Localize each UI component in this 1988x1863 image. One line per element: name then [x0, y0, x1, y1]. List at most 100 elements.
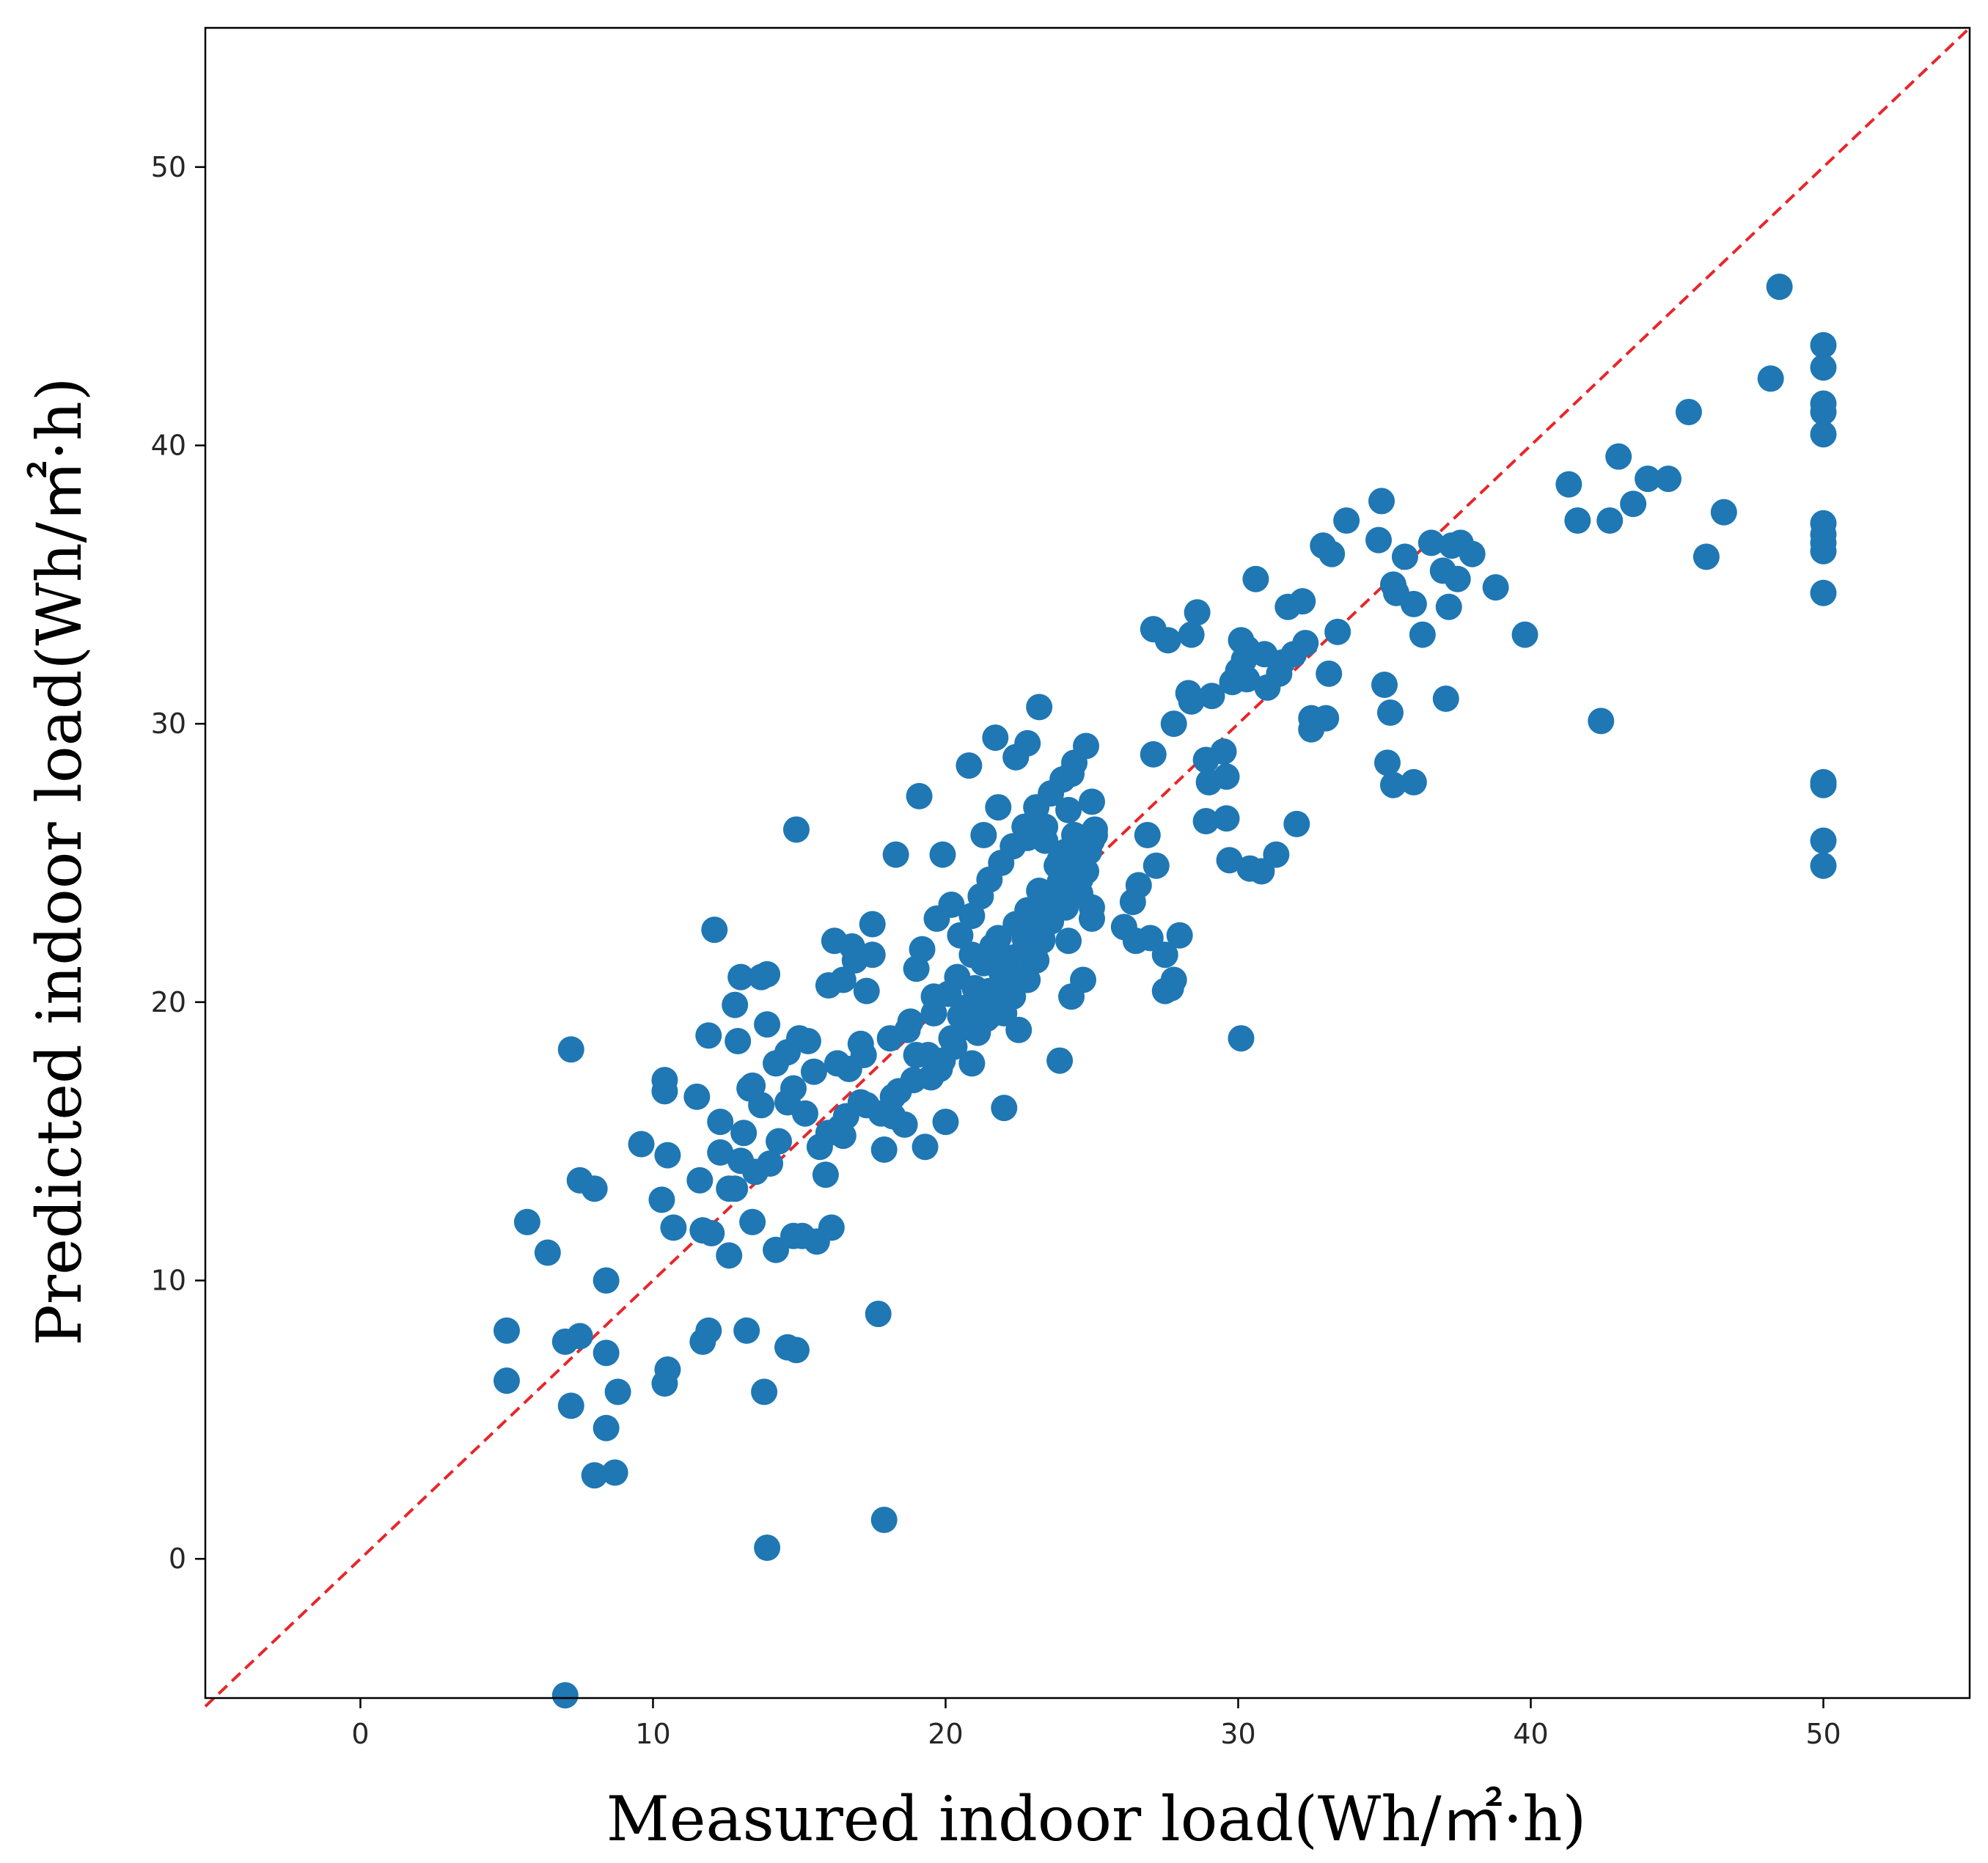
data-point — [1046, 1047, 1074, 1074]
data-point — [1078, 894, 1105, 921]
data-point — [601, 1459, 628, 1486]
data-point — [493, 1367, 520, 1395]
data-point — [604, 1378, 631, 1405]
data-point — [763, 1050, 790, 1077]
y-tick-label: 0 — [169, 1543, 186, 1575]
data-point — [1032, 827, 1059, 854]
data-point — [973, 1005, 1000, 1032]
data-point — [534, 1239, 561, 1266]
data-point — [1213, 805, 1240, 832]
data-point — [920, 1000, 947, 1027]
x-tick-label: 50 — [1805, 1718, 1841, 1750]
data-point — [912, 1133, 939, 1161]
data-point — [593, 1414, 620, 1441]
data-point — [1233, 666, 1261, 693]
x-tick-label: 10 — [635, 1718, 670, 1750]
data-point — [1081, 822, 1108, 849]
data-point — [1810, 421, 1837, 448]
data-point — [1757, 365, 1784, 392]
data-point — [947, 922, 974, 949]
data-point — [847, 1089, 874, 1116]
y-tick-label: 20 — [151, 986, 186, 1018]
data-points — [493, 273, 1837, 1709]
data-point — [1400, 590, 1427, 617]
y-axis-label: Predicted indoor load(Wh/㎡·h) — [23, 377, 95, 1345]
data-point — [970, 822, 997, 849]
data-point — [1635, 466, 1662, 493]
data-point — [727, 1147, 755, 1175]
data-point — [1274, 593, 1302, 620]
data-point — [1400, 768, 1427, 795]
data-point — [557, 1036, 584, 1063]
data-point — [1198, 683, 1225, 710]
data-point — [695, 1317, 722, 1344]
x-axis-label: Measured indoor load(Wh/㎡·h) — [606, 1783, 1586, 1855]
data-point — [1157, 974, 1184, 1002]
data-point — [698, 1219, 725, 1246]
data-point — [1417, 529, 1445, 556]
data-point — [1376, 699, 1404, 726]
data-point — [751, 1378, 778, 1405]
data-point — [557, 1392, 584, 1419]
data-point — [850, 1041, 877, 1068]
data-point — [686, 1166, 714, 1194]
data-point — [982, 724, 1009, 752]
data-point — [870, 1507, 898, 1534]
data-point — [1002, 743, 1030, 771]
data-point — [782, 1337, 810, 1364]
data-point — [1511, 621, 1538, 648]
data-point — [1178, 621, 1205, 648]
data-point — [1324, 618, 1351, 645]
data-point — [739, 1208, 766, 1235]
data-point — [707, 1139, 734, 1166]
data-point — [958, 1050, 986, 1077]
data-point — [1178, 688, 1205, 715]
data-point — [794, 1027, 821, 1054]
data-point — [1371, 672, 1398, 699]
data-point — [1766, 273, 1793, 301]
data-point — [812, 1161, 839, 1188]
data-point — [1365, 526, 1393, 554]
data-point — [701, 916, 728, 944]
data-point — [938, 891, 965, 918]
data-point — [879, 1083, 906, 1110]
data-point — [730, 1120, 758, 1147]
data-point — [859, 911, 886, 938]
data-point — [1195, 768, 1222, 795]
data-point — [1055, 796, 1082, 823]
data-point — [1140, 741, 1167, 768]
data-point — [1444, 565, 1471, 592]
data-point — [1292, 630, 1319, 657]
data-point — [1151, 941, 1178, 969]
data-point — [513, 1208, 540, 1235]
data-point — [716, 1242, 743, 1269]
data-point — [1298, 705, 1325, 732]
data-point — [1379, 771, 1406, 798]
data-point — [841, 947, 868, 974]
y-tick-label: 40 — [151, 430, 186, 462]
data-point — [903, 1041, 930, 1068]
x-tick-label: 30 — [1220, 1718, 1255, 1750]
data-point — [593, 1267, 620, 1294]
data-point — [651, 1067, 678, 1094]
data-point — [766, 1128, 793, 1155]
data-point — [1596, 507, 1624, 534]
data-point — [493, 1317, 520, 1344]
data-point — [1216, 847, 1243, 874]
data-point — [938, 1025, 965, 1052]
data-point — [1005, 1016, 1032, 1043]
data-point — [853, 977, 880, 1004]
y-tick-label: 30 — [151, 708, 186, 740]
x-tick-label: 0 — [351, 1718, 369, 1750]
data-point — [660, 1214, 687, 1241]
data-point — [821, 927, 848, 955]
data-point — [1067, 866, 1094, 893]
data-point — [1026, 694, 1053, 721]
data-point — [1409, 621, 1436, 648]
data-point — [754, 960, 781, 988]
data-point — [1810, 398, 1837, 425]
data-point — [593, 1340, 620, 1367]
data-point — [1605, 443, 1632, 470]
data-point — [1134, 822, 1161, 849]
